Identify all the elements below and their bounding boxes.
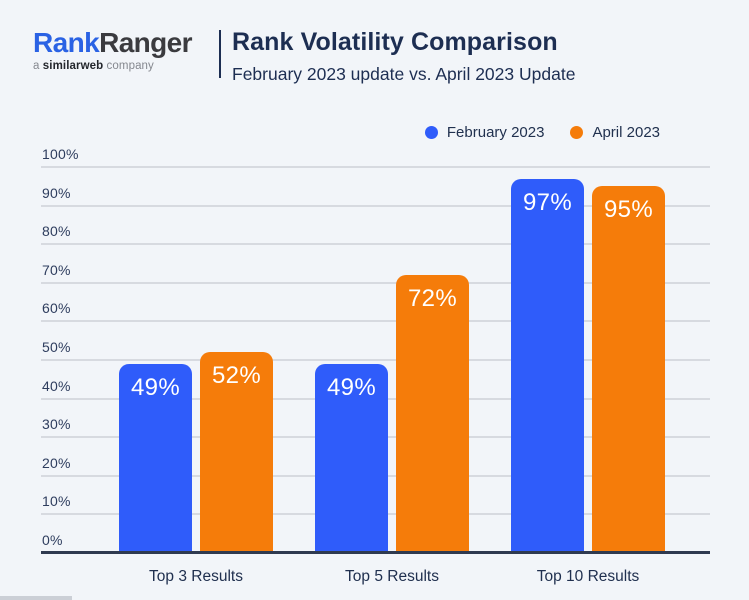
- page-title: Rank Volatility Comparison: [232, 28, 558, 56]
- chart-legend: February 2023 April 2023: [424, 124, 660, 141]
- rankranger-logo: RankRanger a similarweb company: [33, 27, 193, 73]
- tagline-prefix: a: [33, 60, 43, 72]
- page-subtitle: February 2023 update vs. April 2023 Upda…: [232, 64, 576, 84]
- y-axis-tick-0-: 0%: [42, 532, 63, 548]
- x-axis-category-top-10-results: Top 10 Results: [536, 568, 640, 585]
- y-axis-tick-40-: 40%: [42, 377, 71, 394]
- y-axis-tick-90-: 90%: [42, 184, 71, 201]
- bar-value-label: 52%: [212, 362, 261, 390]
- logo-text-rank: Rank: [33, 27, 100, 58]
- legend-label-february-2023: February 2023: [446, 124, 545, 141]
- title-block: Rank Volatility Comparison February 2023…: [232, 28, 575, 85]
- logo-text-ranger: Ranger: [99, 27, 192, 58]
- bar-april-2023-top-10-results: 95%: [592, 186, 665, 553]
- bar-february-2023-top-10-results: 97%: [511, 178, 584, 553]
- legend-label-april-2023: April 2023: [592, 124, 660, 141]
- legend-item-february-2023: February 2023: [424, 124, 545, 141]
- legend-dot-april-2023: [570, 126, 584, 139]
- gridline-90-: [41, 204, 710, 207]
- bar-value-label: 49%: [131, 373, 180, 401]
- y-axis-tick-100-: 100%: [42, 146, 79, 162]
- x-axis-category-top-5-results: Top 5 Results: [345, 568, 439, 585]
- y-axis-tick-10-: 10%: [42, 493, 71, 510]
- x-axis-baseline: [41, 551, 710, 554]
- tagline-brand: similarweb: [42, 60, 104, 72]
- logo-wordmark: RankRanger: [33, 27, 193, 58]
- bar-april-2023-top-3-results: 52%: [200, 352, 273, 553]
- bar-february-2023-top-3-results: 49%: [119, 363, 192, 553]
- y-axis-tick-30-: 30%: [42, 416, 71, 433]
- bar-value-label: 72%: [408, 285, 457, 313]
- y-axis-tick-80-: 80%: [42, 223, 71, 240]
- y-axis-tick-20-: 20%: [42, 454, 71, 471]
- gridline-100-: [41, 166, 710, 168]
- y-axis-tick-50-: 50%: [42, 339, 71, 355]
- gridline-50-: [41, 359, 710, 361]
- gridline-60-: [41, 320, 710, 323]
- bar-value-label: 49%: [327, 373, 376, 401]
- legend-dot-february-2023: [424, 126, 438, 139]
- y-axis-tick-70-: 70%: [42, 261, 71, 278]
- x-axis-category-top-3-results: Top 3 Results: [149, 568, 243, 585]
- bar-value-label: 95%: [604, 196, 653, 224]
- bar-february-2023-top-5-results: 49%: [315, 363, 388, 553]
- y-axis-tick-60-: 60%: [42, 300, 71, 317]
- gridline-70-: [41, 281, 710, 284]
- bar-chart: 0% 10% 20% 30% 40% 50% 60% 70% 80% 90% 100% 49% 52%…: [41, 146, 710, 585]
- legend-item-april-2023: April 2023: [570, 124, 660, 141]
- logo-tagline: a similarweb company: [33, 60, 192, 72]
- header-divider: [219, 30, 221, 78]
- bottom-edge-strip: [0, 596, 72, 600]
- gridline-80-: [41, 243, 710, 246]
- bar-value-label: 97%: [523, 188, 572, 216]
- tagline-suffix: company: [103, 60, 154, 72]
- bar-april-2023-top-5-results: 72%: [396, 275, 469, 553]
